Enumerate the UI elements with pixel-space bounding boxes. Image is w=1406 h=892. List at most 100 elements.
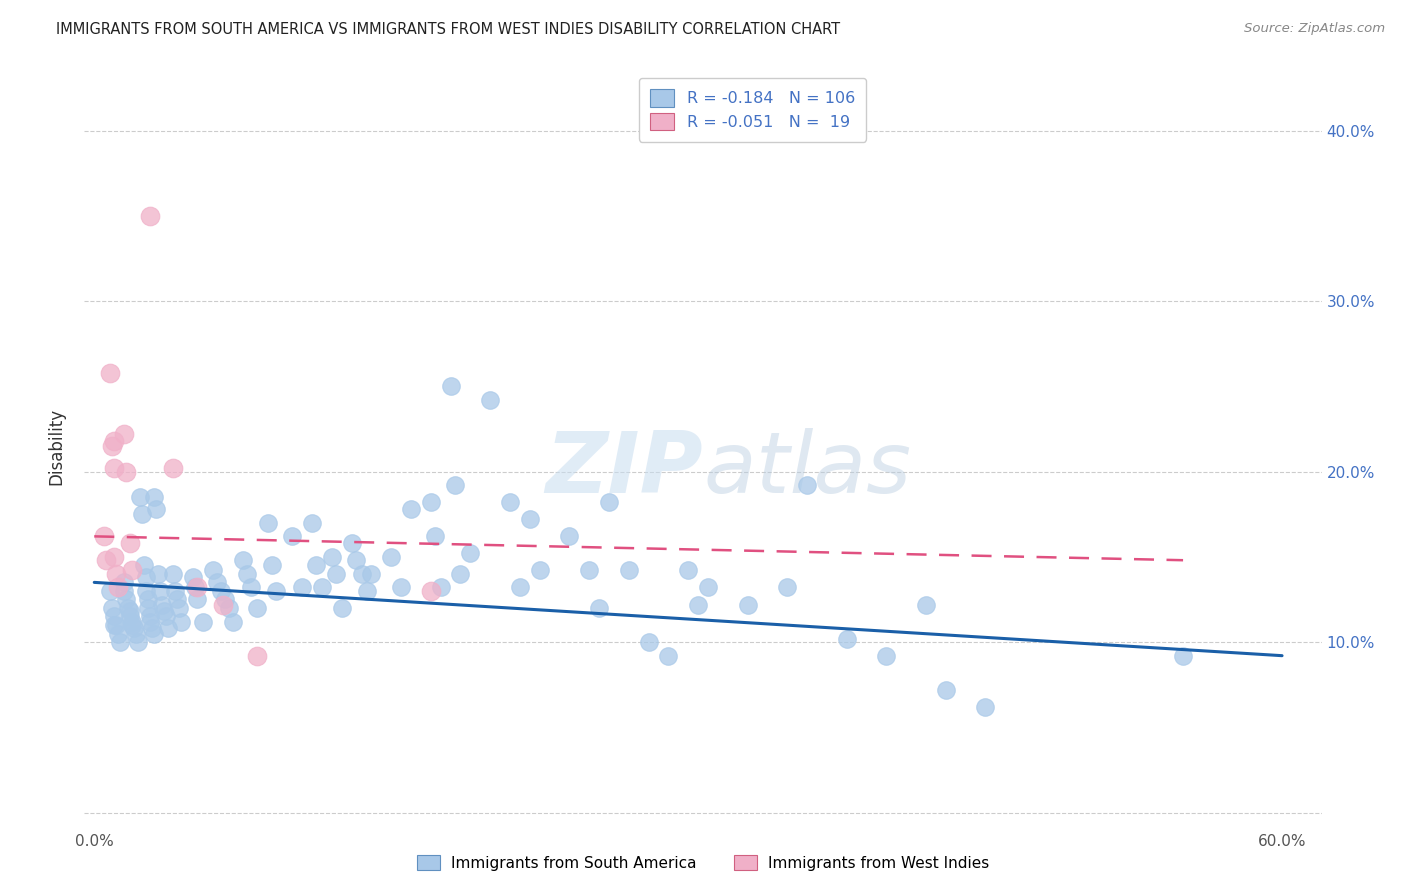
Point [186,592,208,607]
Point [245,601,267,615]
Point [429,581,451,595]
Point [98,583,121,598]
Point [558,529,581,543]
Legend: Immigrants from South America, Immigrants from West Indies: Immigrants from South America, Immigrant… [408,846,998,880]
Point [222,615,245,629]
Point [340,536,363,550]
Point [245,648,267,663]
Point [105,566,128,581]
Point [125,626,148,640]
Point [138,209,160,223]
Point [934,682,956,697]
Point [94,553,117,567]
Point [121,564,143,578]
Point [360,566,382,581]
Point [266,583,288,598]
Point [389,581,412,595]
Point [262,558,284,573]
Point [657,648,679,663]
Point [443,478,465,492]
Point [835,632,858,646]
Point [128,490,150,504]
Point [146,566,169,581]
Point [257,516,280,530]
Point [142,490,165,504]
Point [103,434,125,448]
Point [142,626,165,640]
Point [344,553,367,567]
Point [103,609,125,624]
Point [118,604,141,618]
Point [181,570,204,584]
Point [588,601,610,615]
Point [107,626,129,640]
Point [875,648,897,663]
Point [914,598,936,612]
Point [156,621,179,635]
Point [205,575,228,590]
Point [107,581,129,595]
Point [301,516,323,530]
Point [162,566,184,581]
Point [460,546,482,560]
Point [239,581,262,595]
Point [150,598,173,612]
Point [149,583,172,598]
Point [281,529,304,543]
Point [291,581,314,595]
Point [103,549,125,564]
Point [184,581,207,595]
Point [138,615,160,629]
Point [509,581,531,595]
Point [127,635,149,649]
Point [135,570,157,584]
Point [117,601,139,615]
Point [232,553,254,567]
Point [209,583,232,598]
Point [115,465,138,479]
Point [598,495,620,509]
Point [321,549,343,564]
Point [132,558,155,573]
Point [311,581,333,595]
Point [118,536,141,550]
Point [112,575,135,590]
Point [676,564,699,578]
Point [479,392,502,407]
Point [1171,648,1194,663]
Point [423,529,446,543]
Text: Source: ZipAtlas.com: Source: ZipAtlas.com [1244,22,1385,36]
Point [138,609,160,624]
Point [419,495,441,509]
Point [105,618,128,632]
Point [380,549,402,564]
Point [235,566,257,581]
Point [121,615,143,629]
Point [93,529,115,543]
Point [103,461,125,475]
Point [617,564,640,578]
Point [115,592,138,607]
Point [191,615,214,629]
Point [118,609,141,624]
Text: ZIP: ZIP [546,427,703,510]
Point [170,615,193,629]
Y-axis label: Disability: Disability [48,408,66,484]
Point [112,427,135,442]
Point [141,621,163,635]
Point [108,635,131,649]
Text: IMMIGRANTS FROM SOUTH AMERICA VS IMMIGRANTS FROM WEST INDIES DISABILITY CORRELAT: IMMIGRANTS FROM SOUTH AMERICA VS IMMIGRA… [56,22,841,37]
Point [439,379,461,393]
Point [136,592,159,607]
Point [419,583,441,598]
Point [122,621,145,635]
Legend: R = -0.184   N = 106, R = -0.051   N =  19: R = -0.184 N = 106, R = -0.051 N = 19 [638,78,866,142]
Point [686,598,709,612]
Point [112,583,135,598]
Point [166,592,188,607]
Point [212,598,235,612]
Point [214,592,236,607]
Point [974,699,997,714]
Point [450,566,472,581]
Point [136,601,159,615]
